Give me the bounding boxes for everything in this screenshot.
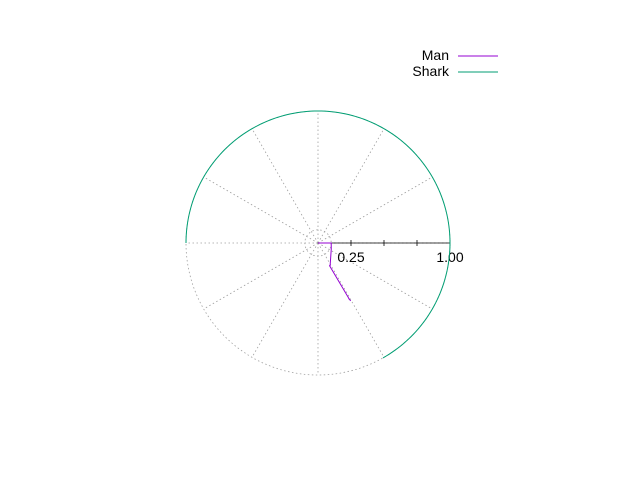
series-lines <box>185 110 451 359</box>
grid-spoke-150 <box>203 176 319 244</box>
radial-axis: 0.25 1.00 <box>318 240 464 265</box>
grid-spoke-120 <box>251 128 319 244</box>
series-line-shark <box>185 110 451 359</box>
radial-tick-label: 1.00 <box>436 249 463 265</box>
legend-label-man: Man <box>422 47 449 63</box>
grid-spoke-30 <box>317 176 433 244</box>
legend-label-shark: Shark <box>412 63 450 79</box>
grid-spoke-240 <box>251 242 319 358</box>
radial-tick-label: 0.25 <box>337 249 364 265</box>
grid-spoke-60 <box>317 128 385 244</box>
grid-spoke-210 <box>203 242 319 310</box>
series-line-man <box>318 242 352 302</box>
